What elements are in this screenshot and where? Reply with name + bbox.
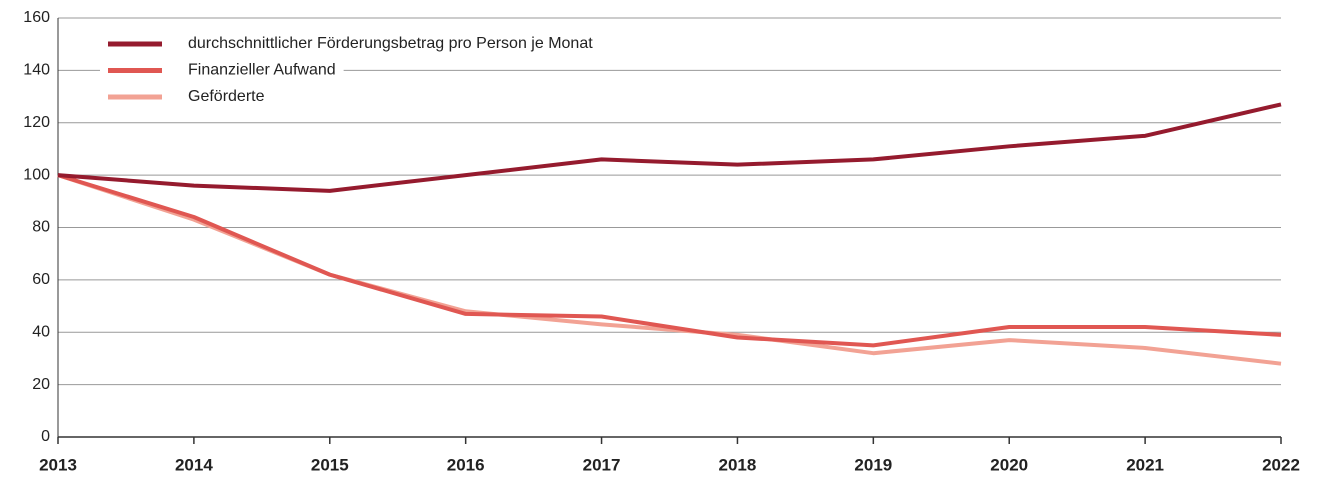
x-tick-label: 2022	[1262, 455, 1300, 474]
y-tick-label: 40	[32, 323, 50, 340]
x-tick-label: 2017	[583, 455, 621, 474]
legend-label: Finanzieller Aufwand	[188, 62, 336, 79]
y-tick-label: 140	[23, 62, 50, 79]
line-series	[57, 173, 1282, 366]
x-tick-label: 2018	[719, 455, 757, 474]
y-tick-label: 160	[23, 9, 50, 26]
x-tick-label: 2014	[175, 455, 213, 474]
y-tick-label: 60	[32, 271, 50, 288]
x-tick-label: 2020	[990, 455, 1028, 474]
y-tick-label: 20	[32, 376, 50, 393]
y-tick-label: 120	[23, 114, 50, 131]
line-series	[57, 173, 1282, 348]
line-series	[57, 102, 1282, 193]
y-tick-label: 100	[23, 166, 50, 183]
legend-bg	[100, 34, 601, 54]
legend-bg	[100, 87, 273, 107]
y-tick-label: 80	[32, 219, 50, 236]
legend-bg	[100, 60, 344, 81]
x-tick-label: 2021	[1126, 455, 1164, 474]
legend-label: durchschnittlicher Förderungsbetrag pro …	[188, 35, 593, 52]
legend-label: Geförderte	[188, 88, 265, 105]
x-tick-label: 2016	[447, 455, 485, 474]
x-tick-label: 2015	[311, 455, 349, 474]
x-tick-label: 2013	[39, 455, 77, 474]
y-tick-label: 0	[41, 428, 50, 445]
x-tick-label: 2019	[854, 455, 892, 474]
